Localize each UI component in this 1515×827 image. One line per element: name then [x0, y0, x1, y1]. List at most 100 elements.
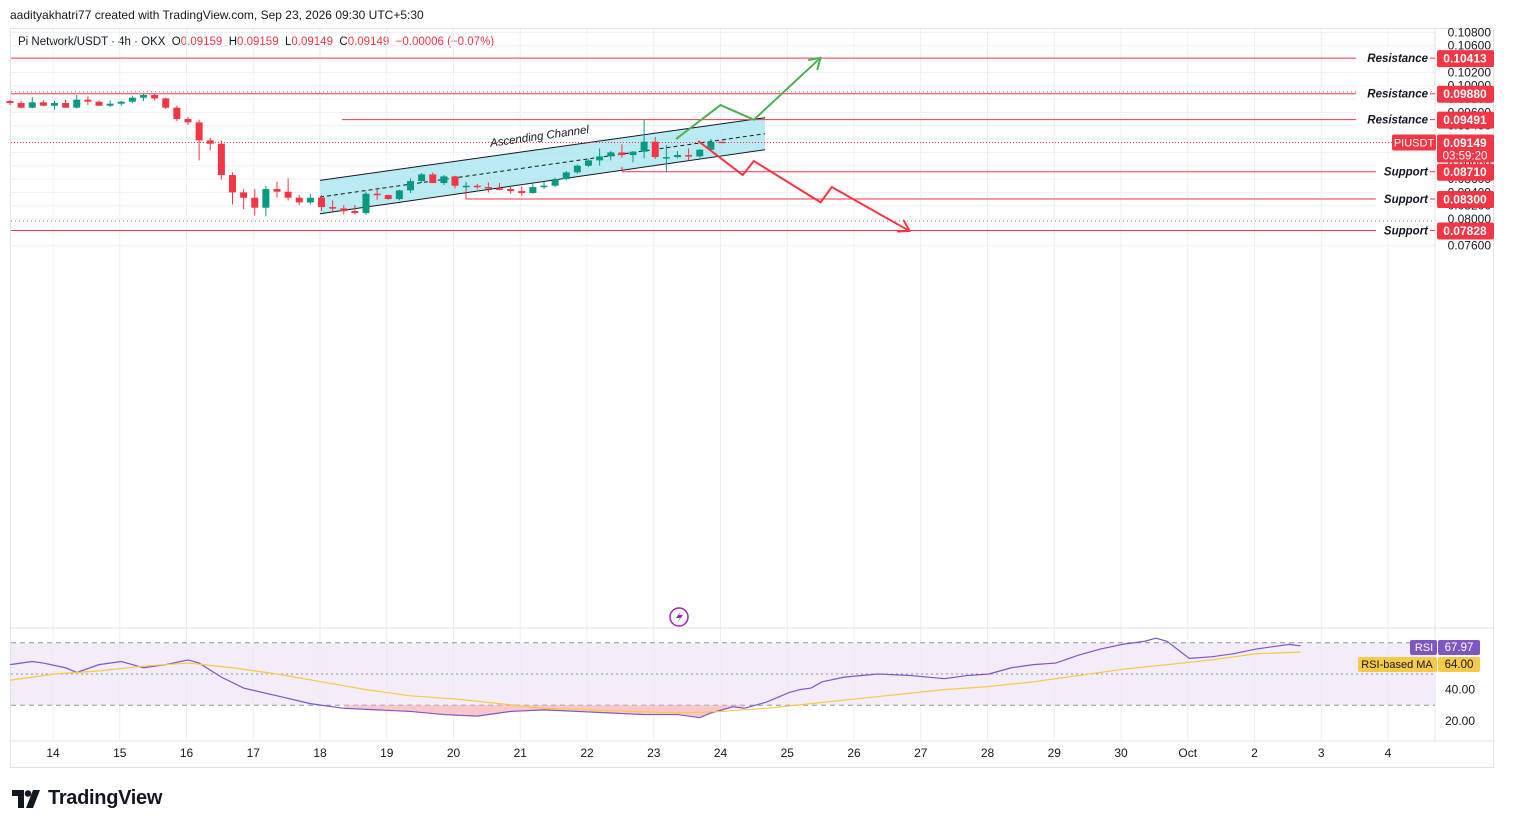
level-label-bg: [1375, 222, 1430, 239]
x-tick-label: 23: [647, 746, 661, 760]
level-label-bg: [1375, 191, 1430, 208]
legend-low-label: L: [285, 36, 292, 48]
x-tick-label: 3: [1318, 746, 1325, 760]
x-tick-label: 16: [180, 746, 194, 760]
legend-low: 0.09149: [291, 36, 333, 48]
x-tick-label: 2: [1251, 746, 1258, 760]
symbol-tag-label: PIUSDT: [1394, 137, 1435, 149]
x-tick-label: 15: [113, 746, 127, 760]
level-label: Support: [1384, 167, 1429, 179]
level-label: Resistance: [1367, 89, 1428, 101]
x-tick-label: 25: [781, 746, 795, 760]
level-label-bg: [1356, 50, 1430, 67]
candle-body: [451, 176, 459, 186]
rsi-value: 67.97: [1445, 642, 1474, 654]
candle-body: [195, 122, 203, 141]
level-label: Resistance: [1367, 53, 1428, 65]
rsi-series-line: [9, 637, 1301, 719]
candle-body: [95, 101, 103, 106]
candle-body: [685, 155, 693, 157]
legend-open-label: O: [171, 36, 181, 48]
level-label-bg: [1356, 85, 1430, 102]
alert-bolt-icon: [676, 611, 683, 623]
alert-icon: [669, 607, 689, 627]
bullish-projection-path: [675, 56, 822, 140]
x-tick-label: 4: [1385, 746, 1392, 760]
tradingview-logo-icon: [12, 789, 40, 808]
candle-body: [162, 98, 170, 108]
rsi-name-label: RSI: [1415, 642, 1433, 654]
chart-credit: aadityakhatri77 created with TradingView…: [10, 8, 424, 22]
candle-body: [229, 175, 236, 193]
candle-body: [106, 103, 114, 106]
brand-name: TradingView: [48, 787, 163, 809]
candle-body: [295, 197, 303, 203]
bullish-projection-path-arrowhead: [807, 56, 822, 62]
rsi-ma-name-label: RSI-based MA: [1361, 659, 1433, 671]
candle-body: [618, 152, 626, 156]
candle-body: [6, 101, 14, 104]
y-tick-label: 0.10200: [1448, 65, 1492, 79]
x-tick-label: Oct: [1178, 746, 1197, 760]
candle-body: [696, 149, 704, 157]
candle-body: [318, 197, 325, 208]
candle-body: [518, 191, 526, 194]
candle-body: [640, 141, 648, 152]
bullish-projection-path-arrowhead: [816, 56, 822, 71]
candle-body: [651, 141, 659, 158]
candle-body: [596, 156, 604, 161]
x-tick-label: 21: [514, 746, 528, 760]
candle-body: [240, 192, 248, 198]
candle-body: [117, 101, 125, 104]
candle-body: [540, 185, 548, 188]
candle-body: [184, 119, 192, 123]
candle-body: [251, 197, 259, 208]
rsi-value-tag: [1438, 640, 1480, 655]
level-price-value: 0.09880: [1443, 87, 1487, 101]
level-price-tag: [1437, 50, 1494, 68]
x-tick-label: 29: [1048, 746, 1062, 760]
last-price-value: 0.09149: [1443, 136, 1487, 150]
candle-body: [206, 140, 214, 144]
channel-mid-line: [319, 133, 766, 198]
legend-change: −0.00006 (−0.07%): [395, 36, 495, 48]
legend-close: 0.09149: [347, 36, 390, 48]
level-price-tag: [1437, 85, 1494, 103]
tradingview-brand[interactable]: TradingView: [12, 787, 162, 810]
x-tick-label: 17: [247, 746, 261, 760]
candle-body: [140, 95, 147, 98]
x-tick-label: 26: [847, 746, 861, 760]
level-price-value: 0.10413: [1443, 52, 1487, 66]
candle-body: [128, 97, 136, 102]
candle-body: [585, 160, 592, 166]
level-label: Support: [1384, 194, 1429, 206]
rsi-tick-label: 20.00: [1445, 714, 1475, 728]
rsi-ma-name-tag: [1358, 657, 1437, 672]
candle-body: [73, 99, 81, 108]
candle-body: [529, 187, 537, 194]
bar-countdown: 03:59:20: [1443, 150, 1488, 162]
candle-body: [395, 190, 403, 200]
candle-body: [217, 143, 225, 176]
level-price-value: 0.08300: [1443, 193, 1487, 207]
rsi-series-line: [9, 651, 1301, 714]
candle-body: [262, 189, 270, 208]
x-tick-label: 20: [447, 746, 461, 760]
candle-body: [707, 141, 715, 150]
legend-close-label: C: [339, 36, 348, 48]
level-price-tag: [1437, 163, 1494, 181]
candle-body: [17, 103, 25, 108]
candle-body: [484, 187, 492, 189]
candle-body: [429, 174, 437, 184]
x-tick-label: 14: [46, 746, 60, 760]
candle-body: [551, 179, 559, 186]
candle-body: [496, 188, 503, 190]
candle-body: [384, 195, 392, 200]
level-label-bg: [1375, 163, 1430, 180]
candle-body: [674, 155, 681, 158]
candle-body: [340, 208, 348, 212]
candle-body: [507, 189, 515, 192]
legend-symbol[interactable]: Pi Network/USDT · 4h · OKX: [18, 36, 166, 48]
x-tick-label: 18: [313, 746, 327, 760]
